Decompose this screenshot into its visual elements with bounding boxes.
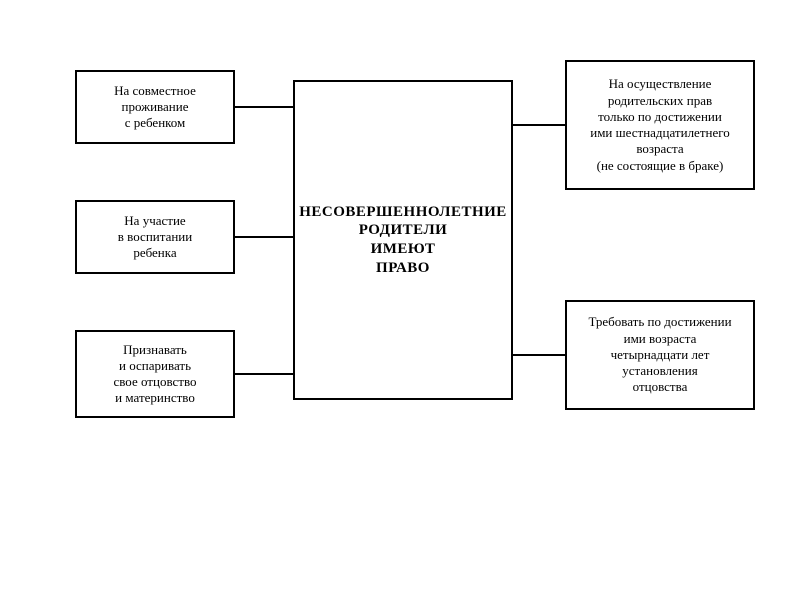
connector-l1	[235, 106, 293, 108]
right-node-parental-rights: На осуществлениеродительских правтолько …	[565, 60, 755, 190]
left-node-upbringing: На участиев воспитанииребенка	[75, 200, 235, 274]
right-node-label: На осуществлениеродительских правтолько …	[590, 76, 730, 174]
connector-r1	[513, 124, 565, 126]
left-node-label: На участиев воспитанииребенка	[118, 213, 192, 262]
left-node-label: Признаватьи оспариватьсвое отцовствои ма…	[113, 342, 196, 407]
right-node-demand-paternity: Требовать по достиженииими возрастачетыр…	[565, 300, 755, 410]
center-node: НЕСОВЕРШЕННОЛЕТНИЕРОДИТЕЛИИМЕЮТПРАВО	[293, 80, 513, 400]
connector-r2	[513, 354, 565, 356]
left-node-paternity: Признаватьи оспариватьсвое отцовствои ма…	[75, 330, 235, 418]
center-node-text: НЕСОВЕРШЕННОЛЕТНИЕРОДИТЕЛИИМЕЮТПРАВО	[299, 203, 507, 278]
connector-l2	[235, 236, 293, 238]
connector-l3	[235, 373, 293, 375]
diagram-canvas: НЕСОВЕРШЕННОЛЕТНИЕРОДИТЕЛИИМЕЮТПРАВО На …	[0, 0, 800, 600]
left-node-label: На совместноепроживаниес ребенком	[114, 83, 196, 132]
left-node-cohabitation: На совместноепроживаниес ребенком	[75, 70, 235, 144]
right-node-label: Требовать по достиженииими возрастачетыр…	[588, 314, 731, 395]
